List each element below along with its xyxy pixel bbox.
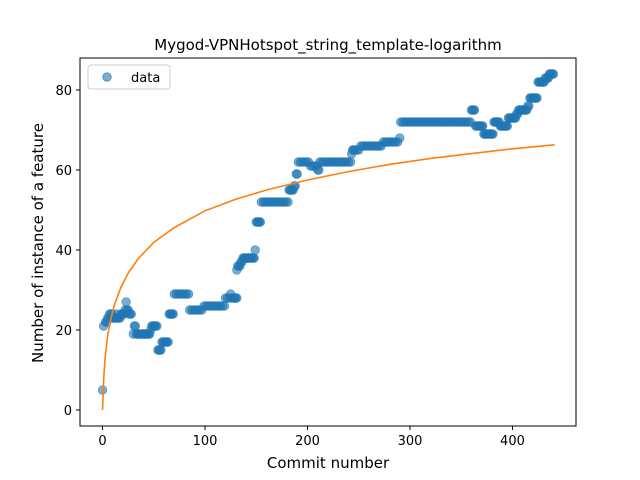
fit-curve — [101, 144, 555, 411]
axes-frame — [79, 57, 577, 427]
chart-title: Mygod-VPNHotspot_string_template-logarit… — [154, 36, 501, 55]
data-point — [152, 321, 162, 331]
data-point — [121, 297, 131, 307]
x-tick-label: 200 — [295, 434, 320, 449]
data-point — [502, 121, 513, 131]
x-axis-label: Commit number — [267, 454, 390, 472]
data-point — [249, 253, 259, 263]
data-point — [345, 157, 356, 167]
y-axis-label: Number of instance of a feature — [29, 123, 47, 363]
y-tick-label: 40 — [55, 244, 72, 259]
data-point — [478, 121, 488, 131]
data-point — [183, 289, 194, 299]
data-point — [156, 345, 166, 355]
data-point — [255, 217, 266, 227]
data-point — [548, 69, 559, 79]
data-point — [219, 301, 230, 311]
legend-marker — [102, 72, 112, 82]
data-point — [232, 293, 242, 303]
data-point — [395, 133, 405, 143]
data-point — [292, 169, 302, 179]
legend-label: data — [131, 71, 160, 86]
data-point — [168, 309, 178, 319]
data-point — [488, 129, 498, 139]
data-point — [250, 245, 260, 255]
data-point — [314, 165, 324, 175]
data-point — [163, 337, 173, 347]
data-point — [469, 105, 480, 115]
data-point — [532, 93, 542, 103]
y-tick-label: 60 — [55, 164, 72, 179]
y-tick-label: 80 — [55, 84, 72, 99]
data-point — [283, 197, 293, 207]
data-point — [126, 309, 136, 319]
plot-area: 0 100 200 300 400 0 20 40 60 80 data — [55, 57, 577, 449]
data-point — [524, 101, 534, 111]
data-point — [130, 321, 141, 331]
y-tick-label: 0 — [64, 404, 72, 419]
x-tick-label: 400 — [500, 434, 525, 449]
x-tick-label: 300 — [398, 434, 423, 449]
y-tick-label: 20 — [55, 324, 72, 339]
x-tick-label: 100 — [193, 434, 218, 449]
legend-box — [87, 64, 171, 90]
x-tick-label: 0 — [98, 434, 106, 449]
